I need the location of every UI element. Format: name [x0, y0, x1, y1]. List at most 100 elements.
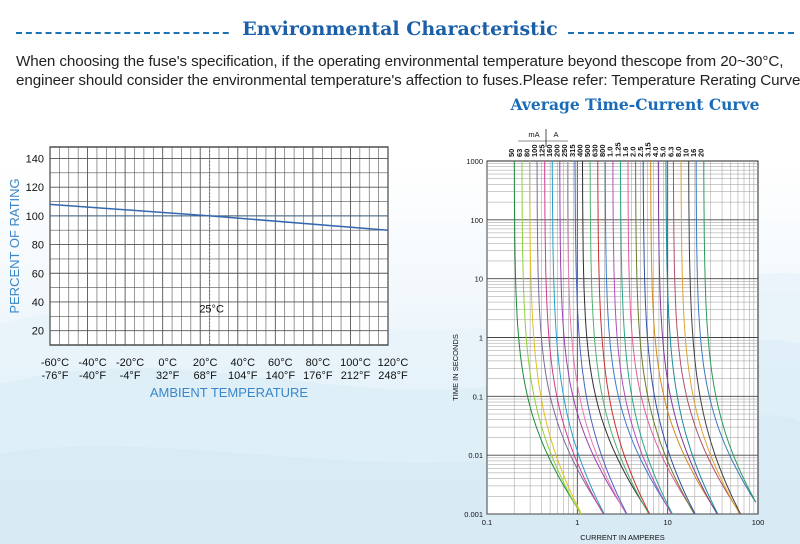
tc-unit-ma: mA	[528, 130, 539, 139]
tc-y-tick: 1	[479, 334, 483, 343]
rerating-x-tick-f: 212°F	[341, 370, 371, 382]
rerating-x-tick-f: 140°F	[266, 370, 296, 382]
tc-curve-3.15	[650, 161, 719, 515]
tc-rating-label: 8.0	[674, 147, 683, 157]
tc-curve-160	[551, 161, 605, 515]
tc-curve-6.3	[672, 161, 741, 515]
tc-x-tick: 0.1	[482, 518, 492, 527]
tc-rating-label: 400	[575, 144, 584, 157]
rerating-x-tick-c: 100°C	[340, 357, 371, 369]
tc-rating-label: 160	[545, 144, 554, 157]
tc-curve-63	[521, 160, 582, 515]
rerating-x-tick-c: -60°C	[41, 357, 69, 369]
tc-y-tick: 0.001	[464, 510, 483, 519]
rerating-x-tick-f: 32°F	[156, 370, 180, 382]
tc-curve-20	[703, 161, 757, 503]
tc-rating-label: 10	[681, 149, 690, 157]
tc-curve-400	[582, 161, 651, 515]
tc-curve-500	[589, 161, 650, 515]
tc-x-axis-title: CURRENT IN AMPERES	[580, 533, 664, 542]
rerating-y-tick: 20	[32, 326, 44, 338]
tc-curve-315	[574, 161, 628, 515]
section-title: Environmental Characteristic	[232, 18, 568, 40]
tc-rating-label: 1.25	[613, 142, 622, 157]
rerating-x-tick-f: -4°F	[120, 370, 141, 382]
tc-curve-1.6	[627, 161, 696, 515]
tc-y-tick: 1000	[466, 157, 483, 166]
tc-curve-100	[536, 160, 605, 515]
rerating-y-tick: 80	[32, 240, 44, 252]
tc-x-tick: 10	[663, 518, 671, 527]
tc-curve-1.0	[612, 161, 673, 515]
tc-curve-80	[529, 160, 582, 515]
tc-rating-label: 63	[515, 149, 524, 157]
tc-curve-50	[513, 161, 582, 515]
tc-y-tick: 100	[470, 216, 483, 225]
rerating-x-tick-f: 248°F	[378, 370, 408, 382]
tc-x-tick: 100	[752, 518, 765, 527]
tc-curve-800	[604, 160, 673, 515]
rerating-x-tick-c: 60°C	[268, 357, 293, 369]
rerating-x-tick-c: -40°C	[78, 357, 106, 369]
tc-rating-label: 2.0	[628, 147, 637, 157]
tc-curve-16	[695, 161, 757, 503]
rerating-x-tick-f: 176°F	[303, 370, 333, 382]
intro-line-1: When choosing the fuse's specification, …	[16, 53, 784, 70]
tc-curve-250	[566, 161, 627, 515]
tc-rating-label: 80	[522, 149, 531, 157]
tc-rating-label: 500	[583, 144, 592, 157]
tc-curve-5.0	[665, 160, 719, 515]
tc-rating-label: 100	[530, 144, 539, 157]
tc-curve-10	[688, 161, 741, 515]
rerating-y-tick: 140	[26, 153, 44, 165]
tc-rating-label: 6.3	[666, 147, 675, 157]
tc-rating-label: 800	[598, 144, 607, 157]
rerating-x-tick-c: 80°C	[306, 357, 331, 369]
tc-rating-label: 315	[568, 144, 577, 157]
tc-curve-630	[597, 160, 651, 515]
rerating-y-tick: 40	[32, 297, 44, 309]
tc-rating-label: 1.0	[606, 147, 615, 157]
tc-curve-1.25	[620, 161, 673, 515]
rerating-x-tick-f: 104°F	[228, 370, 258, 382]
tc-unit-a: A	[553, 130, 558, 139]
tc-rating-label: 4.0	[651, 147, 660, 157]
tc-x-tick: 1	[575, 518, 579, 527]
rerating-x-axis-title: AMBIENT TEMPERATURE	[150, 385, 309, 400]
rerating-y-tick: 100	[26, 211, 44, 223]
tc-curve-4.0	[657, 161, 718, 515]
tc-y-tick: 0.01	[468, 451, 483, 460]
rerating-line	[49, 203, 389, 231]
time-current-chart-title: Average Time-Current Curve	[510, 95, 760, 114]
intro-paragraph: When choosing the fuse's specification, …	[16, 52, 800, 90]
tc-curve-2.5	[642, 161, 696, 515]
tc-rating-label: 16	[689, 149, 698, 157]
rerating-x-tick-c: 40°C	[230, 357, 255, 369]
tc-rating-label: 200	[553, 144, 562, 157]
tc-rating-label: 3.15	[644, 142, 653, 157]
tc-y-tick: 0.1	[473, 392, 483, 401]
tc-curve-2.0	[635, 161, 695, 515]
tc-curve-200	[559, 161, 628, 515]
tc-rating-label: 125	[538, 144, 547, 157]
section-header: Environmental Characteristic	[0, 18, 800, 46]
rerating-x-tick-f: 68°F	[194, 370, 218, 382]
tc-rating-label: 1.6	[621, 147, 630, 157]
rerating-chart: 20 40 60 80 100 120 140 -60°C-76°F -40°C-40°F -20…	[7, 146, 408, 400]
rerating-y-tick: 120	[26, 182, 44, 194]
tc-y-tick: 10	[475, 275, 483, 284]
tc-rating-label: 630	[591, 144, 600, 157]
tc-rating-label: 50	[507, 149, 516, 157]
rerating-ref-label: 25°C	[199, 303, 224, 315]
rerating-x-tick-f: -76°F	[41, 370, 68, 382]
tc-curve-125	[544, 161, 604, 515]
intro-line-2: engineer should consider the environment…	[16, 72, 800, 89]
tc-y-axis-title: TIME IN SECONDS	[451, 334, 460, 401]
header-divider-left	[16, 32, 278, 34]
tc-rating-label: 20	[697, 149, 706, 157]
rerating-y-axis-title: PERCENT OF RATING	[7, 178, 22, 313]
rerating-x-tick-c: -20°C	[116, 357, 144, 369]
header-divider-right	[548, 32, 794, 34]
tc-rating-label: 2.5	[636, 147, 645, 157]
time-current-chart: 0.001 0.01 0.1 1 10 100 1000 0.1 1 10 100 CURRENT I…	[451, 129, 765, 542]
